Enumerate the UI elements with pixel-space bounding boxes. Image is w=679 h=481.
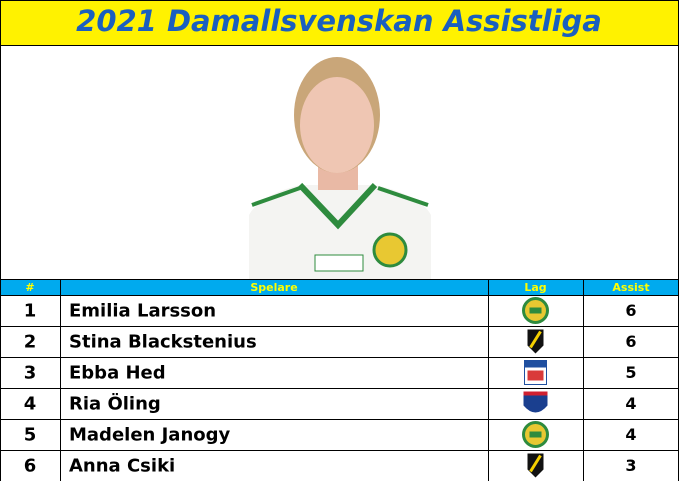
logo-shape [523, 391, 548, 396]
rank: 4 [24, 394, 37, 415]
player-photo [249, 47, 431, 279]
header-row [0, 279, 679, 295]
team-logo [527, 453, 544, 478]
player-name: Madelen Janogy [69, 425, 231, 446]
assists: 6 [625, 301, 636, 320]
logo-shape [529, 330, 542, 349]
rank: 2 [24, 332, 37, 353]
logo-shape [527, 370, 544, 381]
logo-shape [529, 431, 542, 438]
team-logo [524, 360, 547, 385]
header-cell: Assist [612, 281, 649, 294]
player-name: Stina Blackstenius [69, 332, 257, 353]
logo-shape [529, 454, 542, 473]
player-name: Ebba Hed [69, 363, 166, 384]
rank: 5 [24, 425, 37, 446]
logo-shape [523, 391, 548, 413]
logo-shape [524, 360, 547, 368]
assists: 3 [625, 456, 636, 475]
assists: 4 [625, 425, 636, 444]
title-bar [0, 0, 679, 46]
player-name: Anna Csiki [69, 456, 175, 477]
rank: 6 [24, 456, 37, 477]
player-name: Ria Öling [69, 393, 161, 415]
player-name: Emilia Larsson [69, 301, 216, 322]
team-logo [527, 329, 544, 354]
rank: 1 [24, 301, 37, 322]
assists: 5 [625, 363, 636, 382]
assists: 6 [625, 332, 636, 351]
rank: 3 [24, 363, 37, 384]
header-cell: Spelare [250, 281, 297, 294]
assists: 4 [625, 394, 636, 413]
team-logo [522, 421, 549, 448]
team-logo [522, 297, 549, 324]
header-cell: # [25, 281, 34, 294]
team-logo [523, 391, 548, 413]
header-cell: Lag [524, 281, 546, 294]
title: 2021 Damallsvenskan Assistliga [76, 4, 602, 38]
logo-shape [529, 307, 542, 314]
